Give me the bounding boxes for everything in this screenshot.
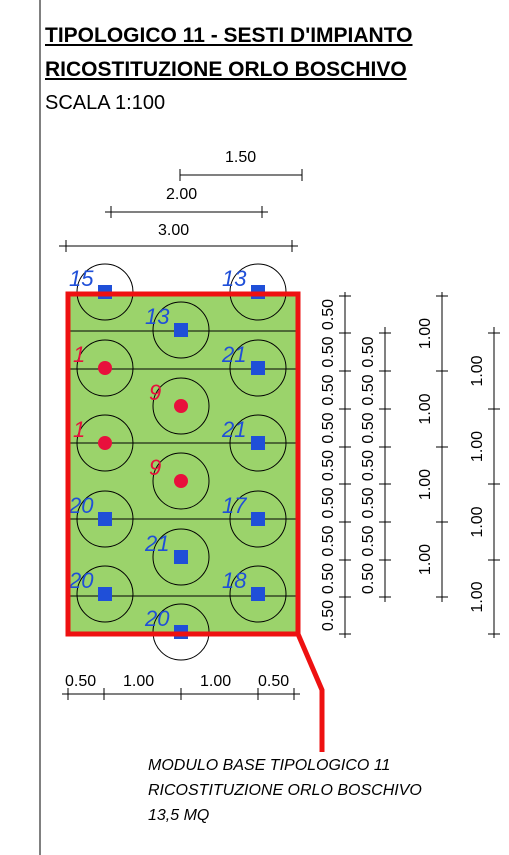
side-dim-label: 1.00 xyxy=(417,469,434,500)
plant-species-label: 1 xyxy=(73,417,85,442)
scale-label: SCALA 1:100 xyxy=(45,92,166,114)
shrub-square-symbol xyxy=(251,587,265,601)
plant-species-label: 13 xyxy=(145,304,170,329)
title-line-1: TIPOLOGICO 11 - SESTI D'IMPIANTO xyxy=(45,24,413,47)
plant: 17 xyxy=(222,490,287,548)
side-dim-label: 0.50 xyxy=(320,299,337,330)
plant-species-label: 1 xyxy=(73,342,85,367)
shrub-square-symbol xyxy=(251,436,265,450)
side-dim-label: 1.00 xyxy=(469,431,486,462)
side-dim-label: 0.50 xyxy=(360,487,377,518)
tree-dot-symbol xyxy=(174,474,188,488)
shrub-square-symbol xyxy=(251,361,265,375)
plant-canopy-circle xyxy=(152,301,210,359)
plant-canopy-circle xyxy=(229,414,287,472)
plant: 9 xyxy=(149,377,210,435)
plant-canopy-circle xyxy=(152,452,210,510)
plant-species-label: 20 xyxy=(68,493,94,518)
plant-species-label: 21 xyxy=(144,531,169,556)
shrub-square-symbol xyxy=(98,512,112,526)
side-dim-label: 0.50 xyxy=(360,563,377,594)
side-dim-label: 1.00 xyxy=(417,393,434,424)
plant-canopy-circle xyxy=(229,490,287,548)
plant-canopy-circle xyxy=(76,490,134,548)
plant-species-label: 20 xyxy=(68,568,94,593)
plant-canopy-circle xyxy=(152,528,210,586)
side-dim-label: 0.50 xyxy=(320,600,337,631)
plant: 13 xyxy=(145,301,210,359)
plant-canopy-circle xyxy=(76,339,134,397)
module-border xyxy=(65,291,301,637)
side-dim-label: 0.50 xyxy=(320,563,337,594)
side-dim-label: 0.50 xyxy=(320,450,337,481)
plant: 21 xyxy=(221,414,287,472)
dim-label-bottom-3: 1.00 xyxy=(200,673,231,690)
plant: 1 xyxy=(73,339,134,397)
plant: 20 xyxy=(68,490,134,548)
plant: 18 xyxy=(222,565,287,623)
side-dim-label: 1.00 xyxy=(469,581,486,612)
plant-canopy-circle xyxy=(229,339,287,397)
plant: 9 xyxy=(149,452,210,510)
title-line-2: RICOSTITUZIONE ORLO BOSCHIVO xyxy=(45,58,407,81)
side-dim-label: 0.50 xyxy=(320,374,337,405)
dim-label-bottom-1: 0.50 xyxy=(65,673,96,690)
plant-species-label: 17 xyxy=(222,493,247,518)
side-dim-label: 0.50 xyxy=(320,487,337,518)
side-dim-label: 0.50 xyxy=(320,412,337,443)
side-dim-label: 1.00 xyxy=(417,318,434,349)
side-dim-label: 0.50 xyxy=(320,336,337,367)
plant-canopy-circle xyxy=(76,565,134,623)
plant: 21 xyxy=(144,528,210,586)
plant: 21 xyxy=(221,339,287,397)
tree-dot-symbol xyxy=(98,436,112,450)
tree-dot-symbol xyxy=(98,361,112,375)
side-dim-label: 0.50 xyxy=(360,336,377,367)
plant-species-label: 20 xyxy=(144,606,170,631)
side-dimensions: 0.50 0.50 0.50 0.50 0.50 0.50 0.50 0.50 0.50 1.00… xyxy=(320,292,500,638)
plant-species-label: 18 xyxy=(222,568,247,593)
shrub-square-symbol xyxy=(98,587,112,601)
caption-line-2: RICOSTITUZIONE ORLO BOSCHIVO xyxy=(148,782,422,799)
plant-species-label: 9 xyxy=(149,380,161,405)
plant-canopy-circle xyxy=(229,565,287,623)
side-dim-label: 1.00 xyxy=(469,506,486,537)
plant-species-label: 13 xyxy=(222,266,247,291)
caption-line-1: MODULO BASE TIPOLOGICO 11 xyxy=(148,757,391,774)
dim-label-bottom-2: 1.00 xyxy=(123,673,154,690)
side-dim-label: 0.50 xyxy=(360,412,377,443)
plant: 1 xyxy=(73,414,134,472)
dim-label-2-00: 2.00 xyxy=(166,186,197,203)
shrub-square-symbol xyxy=(174,323,188,337)
side-dim-label: 0.50 xyxy=(360,525,377,556)
plant-species-label: 9 xyxy=(149,455,161,480)
side-dim-label: 0.50 xyxy=(320,525,337,556)
side-dim-label: 1.00 xyxy=(417,544,434,575)
side-dim-label: 0.50 xyxy=(360,374,377,405)
shrub-square-symbol xyxy=(174,550,188,564)
dim-label-1-50: 1.50 xyxy=(225,149,256,166)
plant-canopy-circle xyxy=(152,377,210,435)
plant-canopy-circle xyxy=(76,414,134,472)
plant-species-label: 15 xyxy=(69,266,94,291)
dim-label-bottom-4: 0.50 xyxy=(258,673,289,690)
module-area xyxy=(68,294,298,634)
side-dim-label: 0.50 xyxy=(360,450,377,481)
plant: 20 xyxy=(68,565,134,623)
caption-line-3: 13,5 MQ xyxy=(148,807,210,824)
dim-label-3-00: 3.00 xyxy=(158,222,189,239)
side-dim-label: 1.00 xyxy=(469,355,486,386)
top-dimensions: 1.50 2.00 3.00 xyxy=(59,149,303,252)
plant-species-label: 21 xyxy=(221,417,246,442)
shrub-square-symbol xyxy=(251,512,265,526)
leader-line xyxy=(295,633,325,752)
tree-dot-symbol xyxy=(174,399,188,413)
plant-species-label: 21 xyxy=(221,342,246,367)
bottom-dimensions: 0.50 1.00 1.00 0.50 xyxy=(62,673,300,700)
